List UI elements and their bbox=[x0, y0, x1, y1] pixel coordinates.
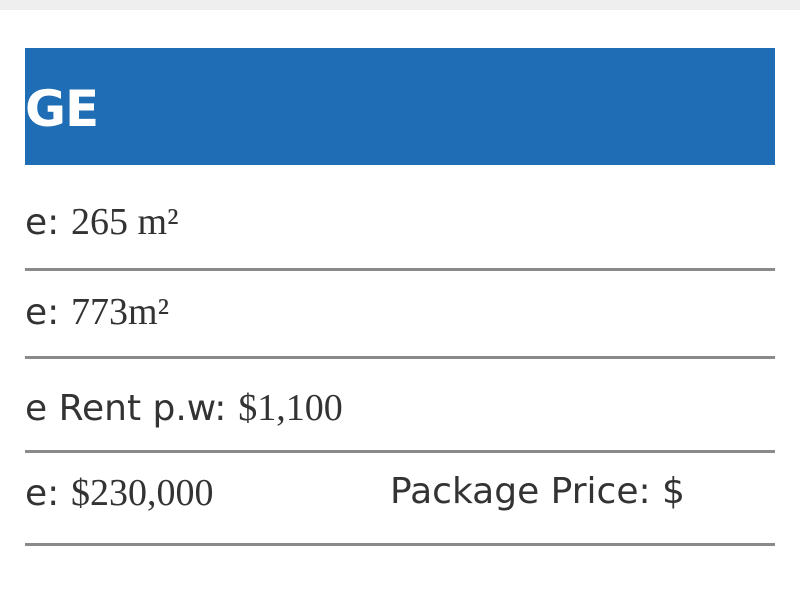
row-value: $230,000 bbox=[71, 472, 214, 514]
row-label: e Rent p.w: bbox=[25, 388, 227, 429]
row: e: 265 m² bbox=[25, 200, 775, 244]
separator bbox=[25, 268, 775, 271]
row: e Rent p.w: $1,100 bbox=[25, 386, 775, 430]
row-value: 265 m² bbox=[71, 201, 179, 243]
row-value: $1,100 bbox=[238, 387, 343, 429]
row-extra: Package Price: $ bbox=[390, 471, 685, 512]
panel: GE e: 265 m² e: 773m² e Rent p.w: $1,100… bbox=[25, 48, 775, 568]
row-value: 773m² bbox=[71, 291, 169, 333]
row-label: e: bbox=[25, 292, 60, 333]
row: e: $230,000 Package Price: $ bbox=[25, 471, 775, 515]
header: GE bbox=[25, 48, 775, 165]
row: e: 773m² bbox=[25, 290, 775, 334]
row-label: e: bbox=[25, 202, 60, 243]
top-bar bbox=[0, 0, 800, 10]
separator bbox=[25, 543, 775, 546]
separator bbox=[25, 356, 775, 359]
separator bbox=[25, 450, 775, 453]
header-title: GE bbox=[25, 80, 99, 138]
row-label: e: bbox=[25, 473, 60, 514]
